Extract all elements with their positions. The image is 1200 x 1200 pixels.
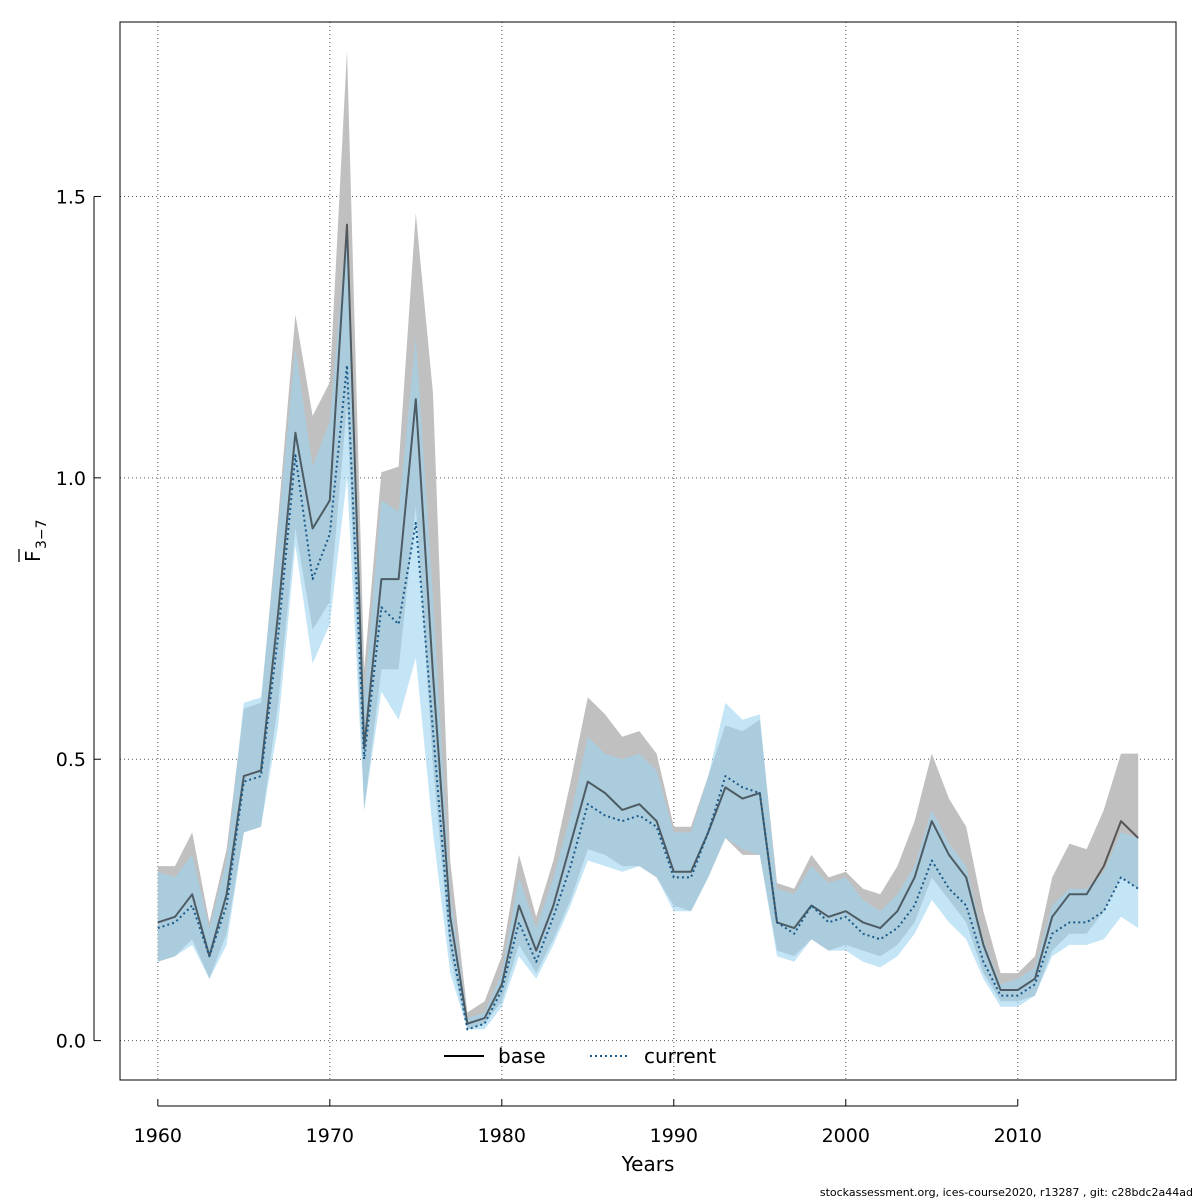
series-line-base bbox=[157, 223, 1139, 1025]
x-tick-label: 1970 bbox=[306, 1125, 354, 1147]
footer-credit: stockassessment.org, ices-course2020, r1… bbox=[820, 1186, 1193, 1199]
y-axis: 0.0 0.5 1.0 1.5 bbox=[56, 186, 101, 1053]
x-tick-label: 2000 bbox=[822, 1125, 870, 1147]
x-axis: 1960 1970 1980 1990 2000 2010 bbox=[134, 1099, 1042, 1147]
legend-label-current: current bbox=[644, 1044, 716, 1068]
legend: base current bbox=[444, 1044, 716, 1068]
x-axis-title: Years bbox=[621, 1152, 675, 1176]
series-lines bbox=[157, 223, 1139, 1031]
x-tick-label: 2010 bbox=[994, 1125, 1042, 1147]
y-tick-label: 1.5 bbox=[56, 186, 86, 208]
y-tick-label: 0.0 bbox=[56, 1031, 86, 1053]
y-axis-title-main: F bbox=[21, 550, 45, 562]
x-tick-label: 1990 bbox=[650, 1125, 698, 1147]
confidence-band-current bbox=[157, 224, 1139, 1030]
legend-label-base: base bbox=[498, 1044, 546, 1068]
x-tick-label: 1980 bbox=[478, 1125, 526, 1147]
series-line-current bbox=[157, 364, 1139, 1031]
plot-frame bbox=[119, 21, 1177, 1081]
y-tick-label: 1.0 bbox=[56, 468, 86, 490]
y-tick-label: 0.5 bbox=[56, 749, 86, 771]
confidence-bands bbox=[157, 50, 1139, 1030]
x-tick-label: 1960 bbox=[134, 1125, 182, 1147]
y-axis-title: F 3−7 bbox=[18, 519, 50, 562]
y-axis-title-sub: 3−7 bbox=[34, 519, 50, 549]
